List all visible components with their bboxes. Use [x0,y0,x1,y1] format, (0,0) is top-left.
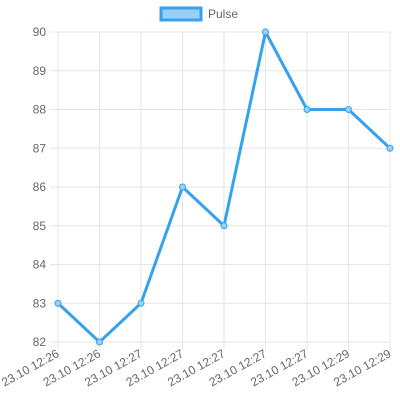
data-point[interactable] [137,299,145,307]
data-point[interactable] [345,106,352,113]
y-tick-label: 82 [33,335,47,349]
data-point[interactable] [386,144,394,152]
y-gridlines [50,31,390,343]
legend[interactable]: Pulse [159,6,238,22]
data-point[interactable] [220,222,228,230]
x-gridlines [57,32,391,350]
y-tick-label: 84 [33,258,47,272]
data-point[interactable] [262,28,269,36]
y-tick-label: 88 [33,103,47,117]
y-tick-label: 83 [33,296,47,310]
legend-label-pulse[interactable]: Pulse [208,7,238,21]
data-points [54,28,394,346]
legend-swatch-pulse[interactable] [159,6,203,22]
y-tick-label: 90 [33,25,47,39]
y-tick-label: 85 [33,219,47,233]
y-axis-ticks: 82 83 84 85 86 87 88 89 90 [33,25,47,349]
y-tick-label: 87 [33,141,47,155]
data-point[interactable] [96,338,103,346]
data-point[interactable] [179,183,186,191]
data-point[interactable] [303,106,311,113]
y-tick-label: 86 [33,180,47,194]
y-tick-label: 89 [33,64,47,78]
data-point[interactable] [54,299,62,307]
